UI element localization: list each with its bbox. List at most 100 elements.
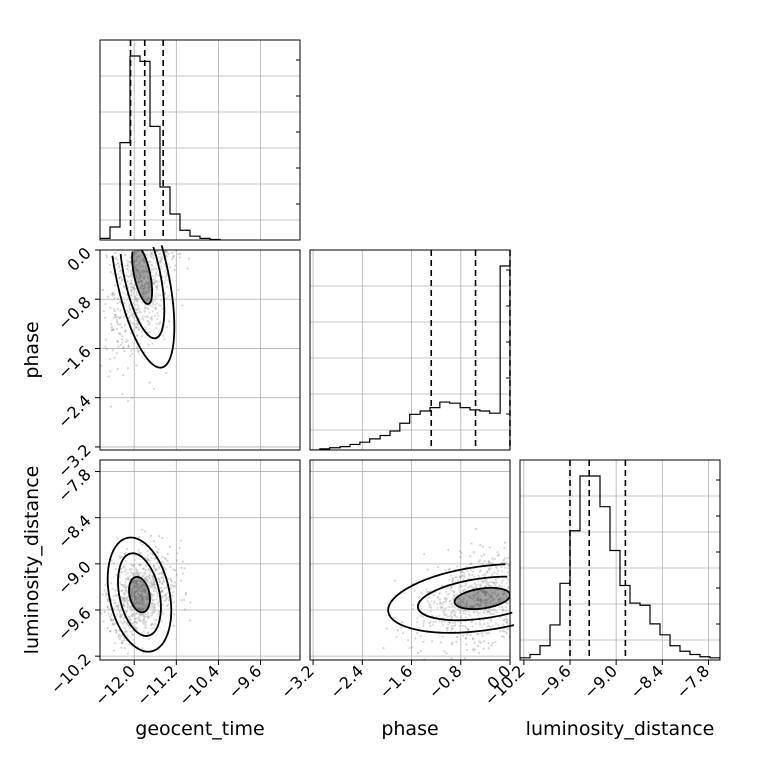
scatter-point bbox=[479, 559, 482, 562]
scatter-point bbox=[145, 572, 148, 575]
scatter-point bbox=[477, 591, 480, 594]
scatter-point bbox=[133, 601, 136, 605]
scatter-point bbox=[538, 570, 540, 572]
scatter-point bbox=[481, 545, 485, 548]
scatter-point bbox=[450, 612, 453, 615]
scatter-point bbox=[133, 585, 137, 589]
scatter-point bbox=[155, 568, 158, 572]
scatter-point bbox=[539, 573, 541, 575]
scatter-point bbox=[149, 288, 152, 291]
scatter-point bbox=[494, 590, 497, 593]
scatter-point bbox=[152, 256, 155, 260]
scatter-point bbox=[491, 624, 494, 627]
scatter-point bbox=[489, 602, 492, 605]
scatter-point bbox=[501, 592, 504, 596]
scatter-point bbox=[153, 583, 156, 586]
scatter-point bbox=[161, 556, 164, 559]
scatter-point bbox=[154, 280, 157, 283]
scatter-point bbox=[395, 635, 398, 638]
scatter-point bbox=[137, 549, 140, 552]
scatter-point bbox=[510, 568, 512, 570]
scatter-point bbox=[410, 645, 414, 649]
scatter-point bbox=[122, 584, 125, 587]
scatter-point bbox=[475, 597, 479, 600]
scatter-point bbox=[144, 252, 147, 256]
scatter-point bbox=[121, 639, 124, 643]
scatter-point bbox=[150, 557, 153, 560]
scatter-point bbox=[461, 634, 465, 637]
scatter-point bbox=[168, 246, 170, 248]
scatter-point bbox=[113, 356, 116, 359]
scatter-point bbox=[117, 633, 120, 636]
scatter-point bbox=[448, 567, 451, 570]
scatter-point bbox=[130, 291, 133, 294]
scatter-point bbox=[126, 267, 129, 270]
scatter-point bbox=[144, 597, 147, 600]
scatter-point bbox=[525, 586, 527, 588]
scatter-point bbox=[444, 569, 447, 572]
scatter-point bbox=[115, 318, 119, 322]
scatter-point bbox=[422, 622, 425, 625]
scatter-point bbox=[158, 611, 161, 614]
scatter-point bbox=[124, 610, 127, 613]
scatter-point bbox=[123, 570, 126, 573]
scatter-point bbox=[144, 556, 147, 559]
scatter-point bbox=[125, 298, 129, 301]
scatter-point bbox=[155, 235, 157, 237]
scatter-point bbox=[150, 317, 153, 320]
scatter-point bbox=[439, 605, 442, 608]
scatter-point bbox=[551, 592, 553, 594]
scatter-point bbox=[171, 594, 174, 597]
scatter-point bbox=[153, 619, 156, 622]
scatter-point bbox=[119, 620, 122, 623]
scatter-point bbox=[166, 278, 170, 282]
scatter-point bbox=[157, 273, 160, 277]
scatter-point bbox=[138, 563, 141, 567]
scatter-point bbox=[147, 284, 150, 287]
scatter-point bbox=[567, 581, 569, 583]
scatter-point bbox=[118, 266, 121, 269]
scatter-point bbox=[144, 569, 147, 572]
scatter-point bbox=[126, 603, 129, 607]
scatter-point bbox=[433, 600, 436, 603]
scatter-point bbox=[543, 564, 545, 566]
scatter-point bbox=[127, 616, 130, 619]
scatter-point bbox=[512, 607, 514, 609]
scatter-point bbox=[116, 605, 120, 608]
scatter-point bbox=[106, 606, 110, 609]
scatter-point bbox=[176, 552, 179, 555]
scatter-point bbox=[153, 242, 155, 244]
scatter-point bbox=[401, 621, 404, 624]
scatter-point bbox=[166, 246, 168, 248]
scatter-point bbox=[511, 563, 513, 565]
scatter-point bbox=[494, 584, 497, 587]
scatter-point bbox=[138, 594, 141, 597]
scatter-point bbox=[143, 306, 147, 310]
scatter-point bbox=[140, 585, 143, 588]
scatter-point bbox=[112, 328, 115, 332]
scatter-point bbox=[513, 609, 515, 611]
scatter-point bbox=[134, 567, 137, 570]
scatter-point bbox=[165, 218, 167, 220]
scatter-point bbox=[136, 242, 138, 244]
scatter-point bbox=[119, 616, 123, 619]
scatter-point bbox=[149, 585, 152, 588]
scatter-point bbox=[126, 602, 129, 605]
scatter-point bbox=[121, 297, 125, 300]
scatter-point bbox=[131, 613, 134, 616]
scatter-point bbox=[153, 579, 156, 582]
x-tick-label-luminosity_distance: −9.0 bbox=[580, 661, 621, 702]
scatter-point bbox=[489, 566, 493, 570]
scatter-point bbox=[514, 580, 516, 582]
scatter-point bbox=[396, 629, 400, 632]
scatter-point bbox=[153, 583, 157, 586]
scatter-point bbox=[151, 580, 155, 583]
scatter-point bbox=[471, 594, 474, 597]
scatter-point bbox=[504, 566, 507, 569]
scatter-point bbox=[152, 233, 154, 235]
scatter-point bbox=[172, 591, 175, 594]
scatter-point bbox=[140, 552, 143, 555]
scatter-point bbox=[122, 621, 125, 624]
x-tick-label-luminosity_distance: −7.8 bbox=[672, 661, 713, 702]
scatter-point bbox=[146, 580, 149, 583]
